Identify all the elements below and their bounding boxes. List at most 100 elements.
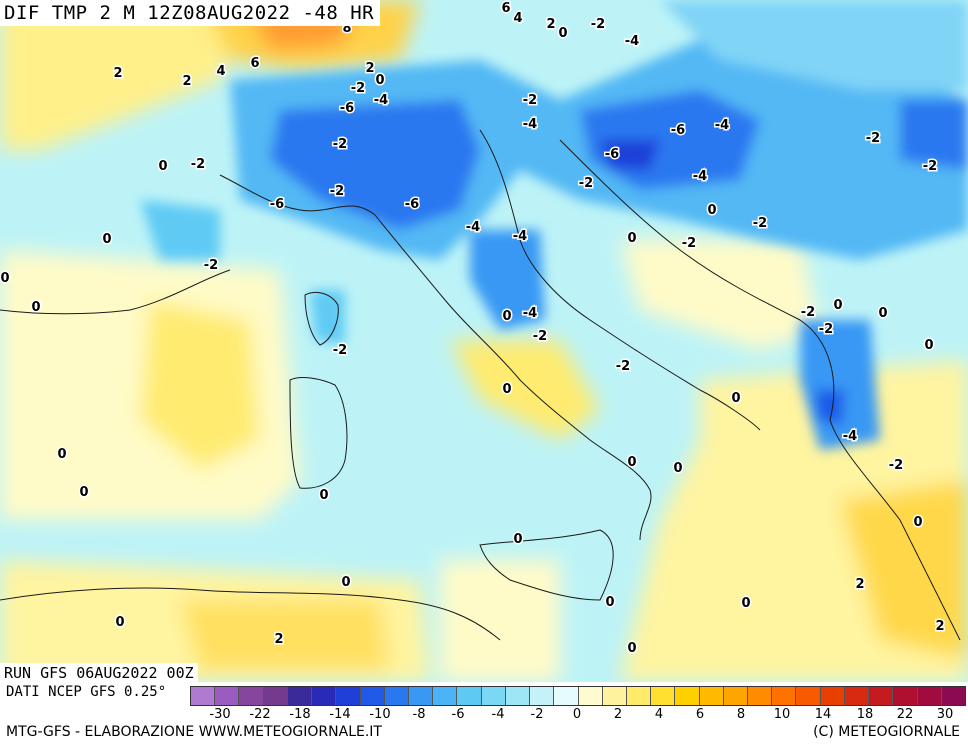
contour-label: 0 — [741, 596, 750, 611]
legend-swatch — [941, 687, 965, 705]
contour-label: 0 — [627, 455, 636, 470]
contour-label: 0 — [707, 203, 716, 218]
footer-credit: MTG-GFS - ELABORAZIONE WWW.METEOGIORNALE… — [6, 724, 382, 740]
contour-label: 4 — [513, 11, 522, 26]
contour-label: -6 — [671, 123, 685, 138]
contour-label: 0 — [673, 461, 682, 476]
contour-label: -2 — [591, 17, 605, 32]
legend-swatch — [699, 687, 724, 705]
coastlines — [0, 129, 961, 641]
legend-swatch — [578, 687, 603, 705]
contour-label: 0 — [878, 306, 887, 321]
contour-label: 4 — [216, 64, 225, 79]
legend-tick-label: 22 — [896, 707, 914, 722]
contour-label: -2 — [191, 157, 205, 172]
contour-label: 0 — [502, 309, 511, 324]
legend-tick-label: 10 — [773, 707, 791, 722]
contour-label: -2 — [333, 137, 347, 152]
legend-swatch — [675, 687, 700, 705]
contour-label: 0 — [79, 485, 88, 500]
legend-swatch — [602, 687, 627, 705]
run-label: RUN GFS 06AUG2022 00Z — [0, 663, 198, 683]
legend-swatch — [336, 687, 361, 705]
legend-swatch — [287, 687, 313, 705]
legend-tick-label: 0 — [572, 707, 582, 722]
contour-label: 2 — [365, 61, 374, 76]
contour-label: 0 — [605, 595, 614, 610]
legend-swatch — [869, 687, 894, 705]
legend-swatch — [651, 687, 676, 705]
legend-tick-label: 6 — [695, 707, 705, 722]
contour-label: -4 — [523, 306, 537, 321]
contour-label: -2 — [523, 93, 537, 108]
contour-label: -4 — [843, 429, 857, 444]
contour-label: 0 — [0, 271, 9, 286]
contour-label: -4 — [513, 229, 527, 244]
legend-swatch — [433, 687, 458, 705]
contour-label: 0 — [627, 641, 636, 656]
legend-tick-label: 30 — [936, 707, 954, 722]
contour-label: -2 — [533, 329, 547, 344]
legend-swatch — [820, 687, 845, 705]
legend-tick-label: -14 — [329, 707, 351, 722]
contour-label: -4 — [715, 118, 729, 133]
legend-tick-label: 2 — [613, 707, 623, 722]
contour-label: -4 — [693, 169, 707, 184]
contour-label: 0 — [502, 382, 511, 397]
contour-label: -2 — [616, 359, 630, 374]
legend-swatch — [481, 687, 506, 705]
contour-label: -2 — [204, 258, 218, 273]
legend-swatch — [360, 687, 385, 705]
contour-label: 0 — [102, 232, 111, 247]
legend-swatch — [723, 687, 749, 705]
legend-swatch — [796, 687, 821, 705]
contour-label: -4 — [523, 117, 537, 132]
contour-label: 0 — [627, 231, 636, 246]
source-label: DATI NCEP GFS 0.25° — [6, 684, 167, 700]
legend-swatch — [530, 687, 555, 705]
contour-label: 2 — [182, 74, 191, 89]
contour-label: 0 — [924, 338, 933, 353]
legend-swatch — [191, 687, 216, 705]
legend-swatch — [505, 687, 531, 705]
contour-label: 6 — [501, 1, 510, 16]
legend-tick-label: -10 — [369, 707, 391, 722]
legend-tick-label: -6 — [451, 707, 465, 722]
contour-label: -2 — [801, 305, 815, 320]
contour-label: -4 — [466, 220, 480, 235]
contour-label: 6 — [250, 56, 259, 71]
contour-label: 0 — [558, 26, 567, 41]
contour-label: 0 — [833, 298, 842, 313]
legend-swatch — [457, 687, 482, 705]
legend-ticks: -30 -22 -18 -14 -10 -8 -6 -4 -2 0 2 4 6 8 10 14 18 22 30 — [190, 707, 966, 723]
contour-label: 2 — [113, 66, 122, 81]
legend-swatch — [748, 687, 773, 705]
contour-label: -2 — [330, 184, 344, 199]
color-legend — [190, 686, 966, 706]
contour-label: 0 — [731, 391, 740, 406]
contour-label: 2 — [935, 619, 944, 634]
contour-label: 0 — [913, 515, 922, 530]
legend-tick-label: -8 — [412, 707, 426, 722]
contour-label: -4 — [625, 34, 639, 49]
contour-label: -2 — [351, 81, 365, 96]
contour-label: -6 — [405, 197, 419, 212]
legend-tick-label: -18 — [289, 707, 311, 722]
contour-label: -6 — [340, 101, 354, 116]
contour-label: -2 — [753, 216, 767, 231]
contour-label: -6 — [270, 197, 284, 212]
legend-swatch — [626, 687, 652, 705]
contour-label: 0 — [513, 532, 522, 547]
legend-swatch — [893, 687, 918, 705]
contour-label: 0 — [158, 159, 167, 174]
contour-label: 0 — [319, 488, 328, 503]
contour-label: -2 — [579, 176, 593, 191]
contour-label: 0 — [115, 615, 124, 630]
contour-label: 0 — [31, 300, 40, 315]
legend-swatch — [312, 687, 337, 705]
contour-label: -6 — [605, 147, 619, 162]
legend-swatch — [215, 687, 240, 705]
legend-swatch — [239, 687, 264, 705]
